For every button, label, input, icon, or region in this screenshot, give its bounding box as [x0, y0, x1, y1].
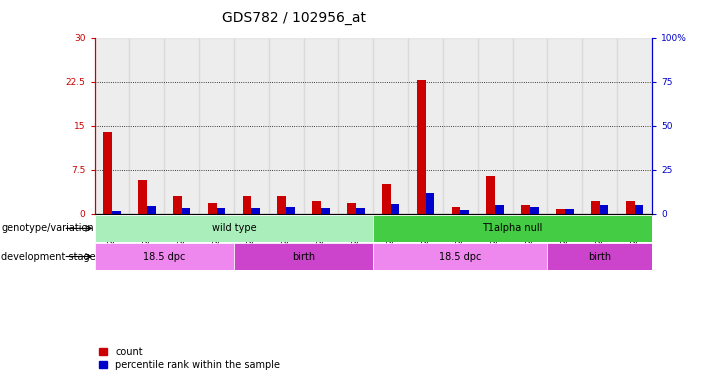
- Bar: [426, 194, 434, 214]
- Bar: [164, 38, 199, 214]
- Bar: [547, 38, 583, 214]
- Bar: [495, 205, 504, 214]
- Bar: [95, 215, 374, 242]
- Bar: [599, 205, 608, 214]
- Bar: [234, 38, 268, 214]
- Bar: [583, 38, 617, 214]
- Text: birth: birth: [588, 252, 611, 261]
- Bar: [286, 207, 295, 214]
- Bar: [530, 207, 539, 214]
- Legend: count, percentile rank within the sample: count, percentile rank within the sample: [100, 347, 280, 370]
- Bar: [374, 215, 652, 242]
- Text: T1alpha null: T1alpha null: [482, 224, 543, 233]
- Bar: [591, 201, 599, 214]
- Bar: [252, 208, 260, 214]
- Text: 18.5 dpc: 18.5 dpc: [143, 252, 186, 261]
- Bar: [347, 203, 356, 214]
- Bar: [199, 38, 234, 214]
- Bar: [374, 38, 408, 214]
- Bar: [461, 210, 469, 214]
- Text: genotype/variation: genotype/variation: [1, 224, 94, 233]
- Bar: [634, 205, 644, 214]
- Bar: [522, 205, 530, 214]
- Bar: [547, 243, 652, 270]
- Bar: [512, 38, 547, 214]
- Bar: [243, 196, 252, 214]
- Bar: [443, 38, 478, 214]
- Bar: [408, 38, 443, 214]
- Bar: [313, 201, 321, 214]
- Bar: [374, 243, 547, 270]
- Bar: [217, 209, 225, 214]
- Bar: [390, 204, 400, 214]
- Bar: [95, 243, 234, 270]
- Text: development stage: development stage: [1, 252, 96, 261]
- Bar: [617, 38, 652, 214]
- Bar: [565, 209, 573, 214]
- Bar: [451, 207, 461, 214]
- Bar: [138, 180, 147, 214]
- Bar: [103, 132, 112, 214]
- Bar: [321, 208, 329, 214]
- Text: birth: birth: [292, 252, 315, 261]
- Bar: [339, 38, 374, 214]
- Bar: [173, 196, 182, 214]
- Bar: [626, 201, 634, 214]
- Bar: [356, 209, 365, 214]
- Bar: [207, 203, 217, 214]
- Bar: [278, 196, 286, 214]
- Bar: [417, 80, 426, 214]
- Bar: [304, 38, 339, 214]
- Bar: [478, 38, 512, 214]
- Bar: [95, 38, 130, 214]
- Text: GDS782 / 102956_at: GDS782 / 102956_at: [222, 11, 367, 25]
- Bar: [382, 184, 390, 214]
- Bar: [556, 209, 565, 214]
- Bar: [112, 211, 121, 214]
- Bar: [268, 38, 304, 214]
- Text: 18.5 dpc: 18.5 dpc: [439, 252, 482, 261]
- Bar: [182, 208, 191, 214]
- Bar: [130, 38, 164, 214]
- Text: wild type: wild type: [212, 224, 257, 233]
- Bar: [234, 243, 374, 270]
- Bar: [486, 176, 495, 214]
- Bar: [147, 206, 156, 214]
